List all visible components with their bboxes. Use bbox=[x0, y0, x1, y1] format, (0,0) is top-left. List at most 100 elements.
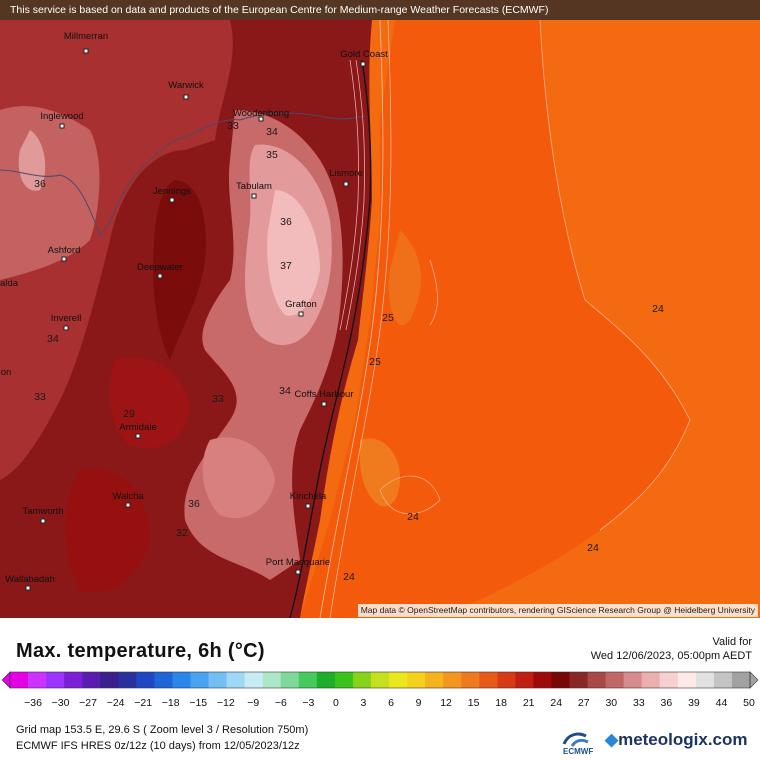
city-label: Inverell bbox=[50, 313, 82, 324]
legend-title: Max. temperature, 6h (°C) bbox=[16, 640, 265, 662]
scale-tick-label: 30 bbox=[605, 697, 618, 709]
city-dot bbox=[321, 401, 327, 407]
contour-label: 29 bbox=[123, 408, 135, 420]
scale-swatch bbox=[190, 672, 209, 688]
scale-tick-label: 6 bbox=[388, 697, 394, 709]
scale-swatch bbox=[425, 672, 444, 688]
city-label: Grafton bbox=[285, 299, 317, 310]
scale-tick-label: −24 bbox=[106, 697, 125, 709]
color-scale bbox=[2, 671, 758, 689]
scale-swatch bbox=[659, 672, 679, 688]
grid-info: Grid map 153.5 E, 29.6 S ( Zoom level 3 … bbox=[16, 724, 309, 736]
scale-swatch bbox=[731, 672, 751, 688]
valid-label: Valid for bbox=[712, 636, 752, 648]
ecmwf-logo: ECMWF bbox=[563, 747, 594, 756]
city-label: Tabulam bbox=[236, 181, 272, 192]
scale-swatch bbox=[226, 672, 246, 688]
scale-swatch bbox=[316, 672, 336, 688]
scale-arrow-left bbox=[2, 671, 11, 689]
city-label: alda bbox=[0, 278, 18, 289]
scale-swatch bbox=[623, 672, 643, 688]
scale-swatch bbox=[208, 672, 227, 688]
city-label: Deepwater bbox=[137, 262, 183, 273]
scale-tick-label: −12 bbox=[216, 697, 235, 709]
scale-tick-label: −15 bbox=[189, 697, 208, 709]
scale-swatch bbox=[118, 672, 137, 688]
scale-tick-label: −9 bbox=[247, 697, 260, 709]
city-dot bbox=[40, 518, 46, 524]
contour-label: 25 bbox=[382, 312, 394, 324]
contour-label: 25 bbox=[369, 356, 381, 368]
city-dot bbox=[251, 193, 257, 199]
scale-swatch bbox=[461, 672, 480, 688]
city-dot bbox=[169, 197, 175, 203]
scale-tick-label: 44 bbox=[715, 697, 728, 709]
contour-label: 36 bbox=[280, 216, 292, 228]
scale-tick-label: 18 bbox=[495, 697, 507, 709]
scale-swatch bbox=[605, 672, 625, 688]
city-label: Port Macquarie bbox=[265, 557, 331, 568]
scale-swatch bbox=[334, 672, 354, 688]
city-dot bbox=[83, 48, 89, 54]
scale-swatch bbox=[370, 672, 390, 688]
contour-label: 36 bbox=[188, 498, 200, 510]
scale-tick-label: 9 bbox=[415, 697, 422, 709]
city-dot bbox=[298, 311, 304, 317]
contour-label: 33 bbox=[227, 120, 239, 132]
scale-swatch bbox=[136, 672, 155, 688]
scale-tick-label: −30 bbox=[51, 697, 70, 709]
contour-label: 34 bbox=[279, 385, 291, 397]
city-label: Ashford bbox=[47, 245, 81, 256]
city-label: Gold Coast bbox=[340, 49, 388, 60]
scale-swatch bbox=[695, 672, 715, 688]
scale-swatch bbox=[533, 672, 552, 688]
scale-swatch bbox=[641, 672, 661, 688]
scale-tick-label: 50 bbox=[743, 697, 755, 709]
scale-tick-label: −36 bbox=[24, 697, 42, 709]
scale-swatch bbox=[587, 672, 607, 688]
city-label: Tamworth bbox=[22, 506, 64, 517]
contour-label: 24 bbox=[587, 542, 599, 554]
forecast-map[interactable]: This service is based on data and produc… bbox=[0, 0, 760, 618]
city-dot bbox=[59, 123, 65, 129]
scale-swatch bbox=[46, 672, 65, 688]
scale-tick-label: 39 bbox=[688, 697, 700, 709]
scale-swatch bbox=[262, 672, 282, 688]
valid-date: Wed 12/06/2023, 05:00pm AEDT bbox=[590, 650, 752, 662]
scale-tick-label: 3 bbox=[360, 697, 367, 709]
city-dot bbox=[183, 94, 189, 100]
city-dot bbox=[343, 181, 349, 187]
scale-swatch bbox=[64, 672, 83, 688]
scale-tick-label: −3 bbox=[302, 697, 315, 709]
ecmwf-logo-icon bbox=[562, 732, 589, 747]
scale-swatch bbox=[713, 672, 733, 688]
meteologix-brand: meteologix.com bbox=[618, 730, 748, 749]
scale-swatch bbox=[389, 672, 408, 688]
scale-frame bbox=[9, 671, 751, 689]
meteologix-mark-icon: ◆ bbox=[605, 730, 619, 749]
scale-swatch bbox=[172, 672, 191, 688]
scale-swatch bbox=[28, 672, 47, 688]
city-label: on bbox=[0, 367, 12, 378]
scale-arrow-right bbox=[749, 671, 758, 689]
scale-tick-label: 0 bbox=[333, 697, 339, 709]
contour-label: 35 bbox=[266, 149, 278, 161]
city-label: Coffs Harbour bbox=[294, 389, 354, 400]
contour-label: 24 bbox=[343, 571, 355, 583]
model-info: ECMWF IFS HRES 0z/12z (10 days) from 12/… bbox=[16, 740, 300, 752]
scale-swatch bbox=[443, 672, 462, 688]
city-label: Inglewood bbox=[40, 111, 84, 122]
contour-label: 37 bbox=[280, 260, 292, 272]
city-dot bbox=[157, 273, 163, 279]
scale-tick-label: −18 bbox=[161, 697, 180, 709]
city-label: Woodenbong bbox=[232, 108, 290, 119]
city-label: Lismore bbox=[329, 168, 363, 179]
scale-tick-label: 21 bbox=[522, 697, 535, 709]
meteologix-logo[interactable]: ◆meteologix.com bbox=[605, 730, 748, 750]
contour-label: 32 bbox=[176, 527, 188, 539]
contour-label: 24 bbox=[407, 511, 419, 523]
scale-tick-label: 15 bbox=[467, 697, 480, 709]
city-label: Armidale bbox=[119, 422, 157, 433]
temperature-field bbox=[0, 0, 760, 618]
scale-tick-label: −6 bbox=[274, 697, 287, 709]
